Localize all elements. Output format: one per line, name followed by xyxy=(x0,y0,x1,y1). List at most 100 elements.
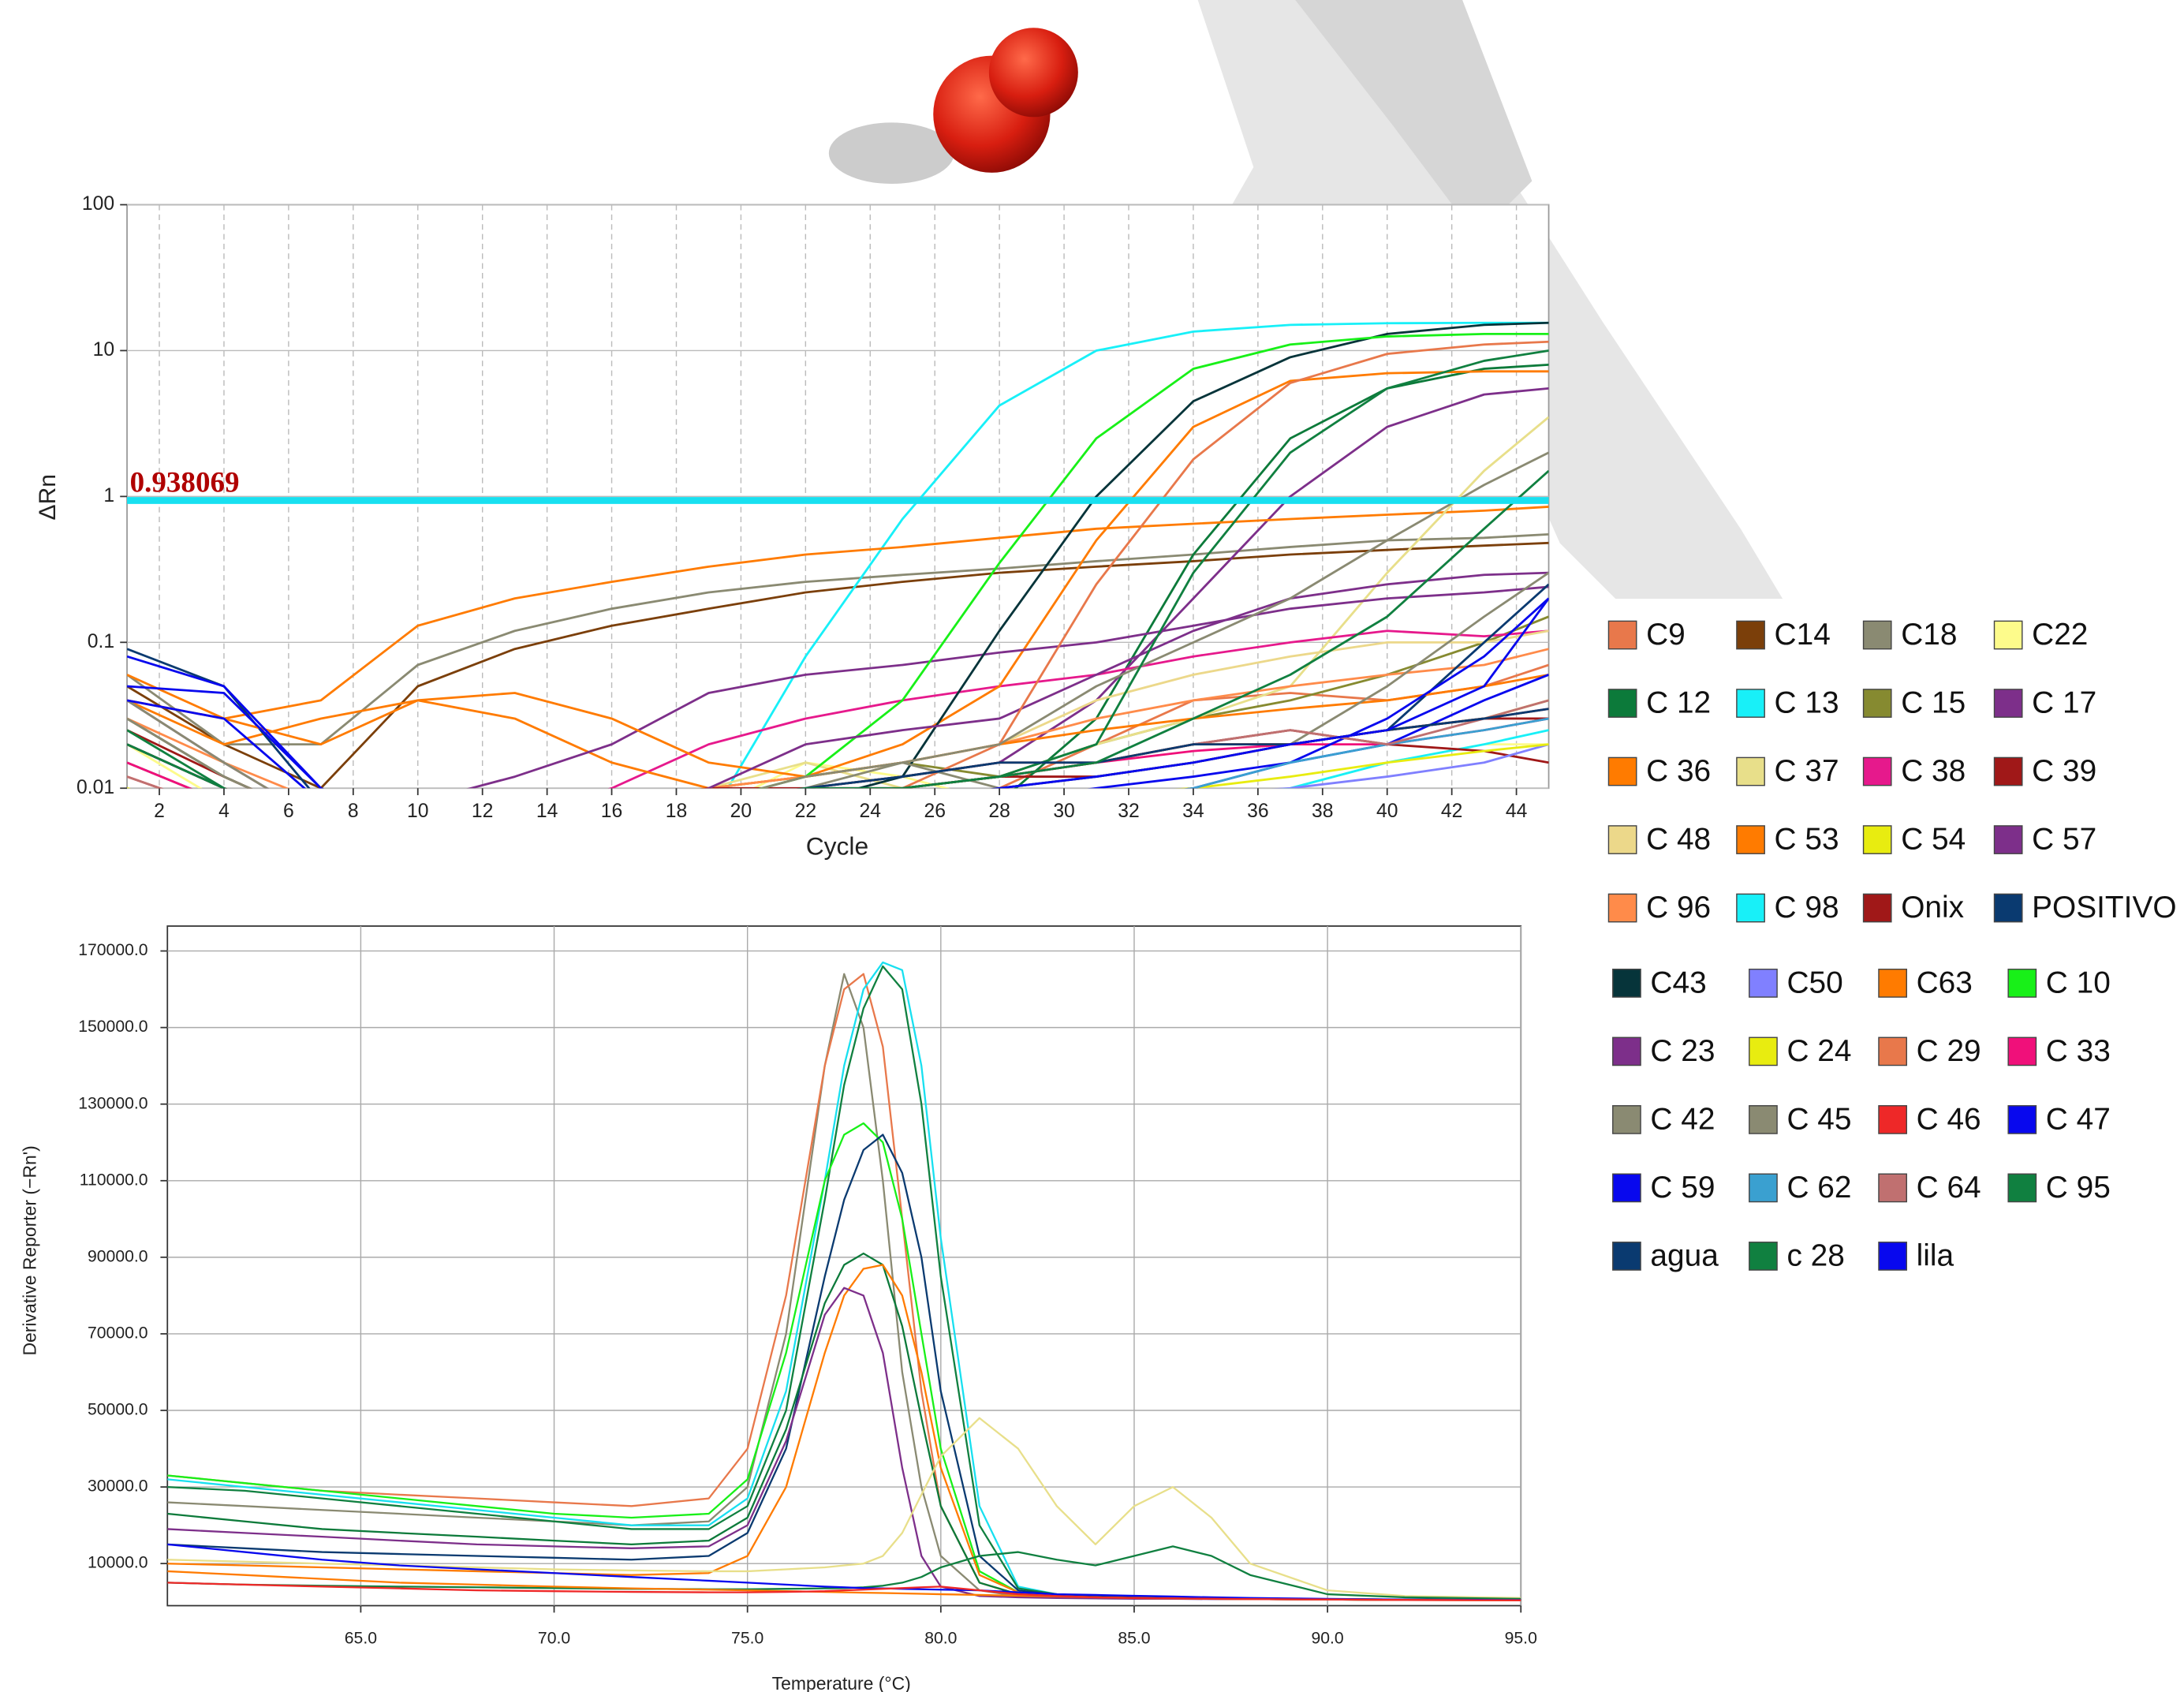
legend-label: C 62 xyxy=(1786,1171,1851,1205)
x-tick-label: 75.0 xyxy=(731,1630,763,1648)
legend-swatch xyxy=(2008,1037,2036,1065)
legend-swatch xyxy=(1613,1174,1641,1201)
y-tick-label: 30000.0 xyxy=(88,1477,148,1496)
legend-swatch xyxy=(1737,894,1764,921)
legend-swatch xyxy=(1879,1037,1906,1065)
legend-label: C 39 xyxy=(2032,754,2096,788)
x-tick-label: 28 xyxy=(988,801,1010,822)
x-tick-label: 65.0 xyxy=(345,1630,377,1648)
legend-swatch xyxy=(1864,894,1891,921)
screenshot: Cycle ΔRn 0.010.111010024681012141618202… xyxy=(0,0,2184,1692)
legend-swatch xyxy=(1613,969,1641,997)
legend-label: C 64 xyxy=(1917,1171,1981,1205)
y-tick-label: 150000.0 xyxy=(78,1018,147,1036)
y-tick-label: 130000.0 xyxy=(78,1094,147,1112)
page: {"chart_data": [ {"type": "line", "xlabe… xyxy=(0,0,2184,1692)
x-tick-label: 24 xyxy=(860,801,882,822)
x-tick-label: 90.0 xyxy=(1312,1630,1344,1648)
legend-label: C 96 xyxy=(1646,891,1711,924)
legend-label: C 37 xyxy=(1775,754,1839,788)
y-tick-label: 170000.0 xyxy=(78,941,147,959)
x-tick-label: 80.0 xyxy=(924,1630,957,1648)
legend-swatch xyxy=(2008,1106,2036,1134)
legend-swatch xyxy=(1608,757,1636,785)
legend-swatch xyxy=(1864,826,1891,853)
pin-shadow xyxy=(829,122,954,184)
legend-swatch xyxy=(2008,969,2036,997)
legend-label: C 47 xyxy=(2046,1102,2111,1136)
legend-swatch xyxy=(1749,1106,1777,1134)
x-tick-label: 4 xyxy=(218,801,230,822)
legend-swatch xyxy=(1737,757,1764,785)
x-tick-label: 14 xyxy=(536,801,558,822)
x-tick-label: 12 xyxy=(472,801,493,822)
x-tick-label: 6 xyxy=(283,801,294,822)
legend-label: agua xyxy=(1650,1238,1719,1272)
legend-swatch xyxy=(1864,621,1891,648)
x-tick-label: 8 xyxy=(348,801,359,822)
legend-swatch xyxy=(1864,757,1891,785)
y-tick-label: 70000.0 xyxy=(88,1324,148,1343)
legend-swatch xyxy=(1608,689,1636,717)
legend-label: C 42 xyxy=(1650,1102,1715,1136)
legend-label: C 10 xyxy=(2046,966,2111,999)
legend-swatch xyxy=(1995,757,2022,785)
legend-swatch xyxy=(1749,969,1777,997)
legend-label: C18 xyxy=(1901,618,1957,652)
legend-label: C 45 xyxy=(1786,1102,1851,1136)
legend-label: C14 xyxy=(1775,618,1831,652)
legend-label: c 28 xyxy=(1786,1238,1844,1272)
y-tick-label: 90000.0 xyxy=(88,1247,148,1265)
x-tick-label: 85.0 xyxy=(1118,1630,1150,1648)
legend-swatch xyxy=(1995,894,2022,921)
legend-label: C50 xyxy=(1786,966,1842,999)
legend-label: C 12 xyxy=(1646,686,1711,720)
legend-label: C 15 xyxy=(1901,686,1966,720)
x-tick-label: 20 xyxy=(730,801,752,822)
legend-label: C63 xyxy=(1917,966,1973,999)
legend-label: C 24 xyxy=(1786,1034,1851,1068)
legend-swatch xyxy=(1879,969,1906,997)
legend-swatch xyxy=(1613,1242,1641,1270)
x-tick-label: 36 xyxy=(1247,801,1268,822)
x-tick-label: 18 xyxy=(666,801,687,822)
x-tick-label: 44 xyxy=(1506,801,1528,822)
y-tick-label: 110000.0 xyxy=(80,1171,148,1189)
legend-swatch xyxy=(1749,1037,1777,1065)
legend-swatch xyxy=(1995,689,2022,717)
legend-swatch xyxy=(1749,1242,1777,1270)
x-tick-label: 32 xyxy=(1118,801,1139,822)
x-tick-label: 30 xyxy=(1053,801,1074,822)
y-tick-label: 10 xyxy=(93,339,114,360)
melt-curve-plot: Temperature (°C) Derivative Reporter (−R… xyxy=(19,926,1537,1692)
y-tick-label: 0.1 xyxy=(88,631,114,652)
y-tick-label: 100 xyxy=(82,193,114,215)
x-tick-label: 40 xyxy=(1376,801,1398,822)
x-tick-label: 22 xyxy=(795,801,816,822)
legend-swatch xyxy=(1608,894,1636,921)
legend-label: C 13 xyxy=(1775,686,1839,720)
legend-label: C 23 xyxy=(1650,1034,1715,1068)
legend-swatch xyxy=(1995,826,2022,853)
legend-label: C22 xyxy=(2032,618,2088,652)
legend-label: C 38 xyxy=(1901,754,1966,788)
y-axis-label: Derivative Reporter (−Rn') xyxy=(19,1145,39,1355)
legend-label: C 59 xyxy=(1650,1171,1715,1205)
y-tick-label: 1 xyxy=(103,485,114,506)
y-tick-label: 0.01 xyxy=(77,777,114,798)
legend-swatch xyxy=(1995,621,2022,648)
legend-swatch xyxy=(1864,689,1891,717)
legend-label: C 46 xyxy=(1917,1102,1981,1136)
legend-label: C 53 xyxy=(1775,823,1839,857)
legend-swatch xyxy=(1749,1174,1777,1201)
legend-label: C 33 xyxy=(2046,1034,2111,1068)
x-tick-label: 26 xyxy=(924,801,945,822)
legend-swatch xyxy=(1737,621,1764,648)
legend-label: C 57 xyxy=(2032,823,2096,857)
x-axis-label: Temperature (°C) xyxy=(772,1673,911,1692)
legend-swatch xyxy=(1737,826,1764,853)
x-tick-label: 42 xyxy=(1441,801,1462,822)
legend-swatch xyxy=(1608,621,1636,648)
legend-label: Onix xyxy=(1901,891,1964,924)
